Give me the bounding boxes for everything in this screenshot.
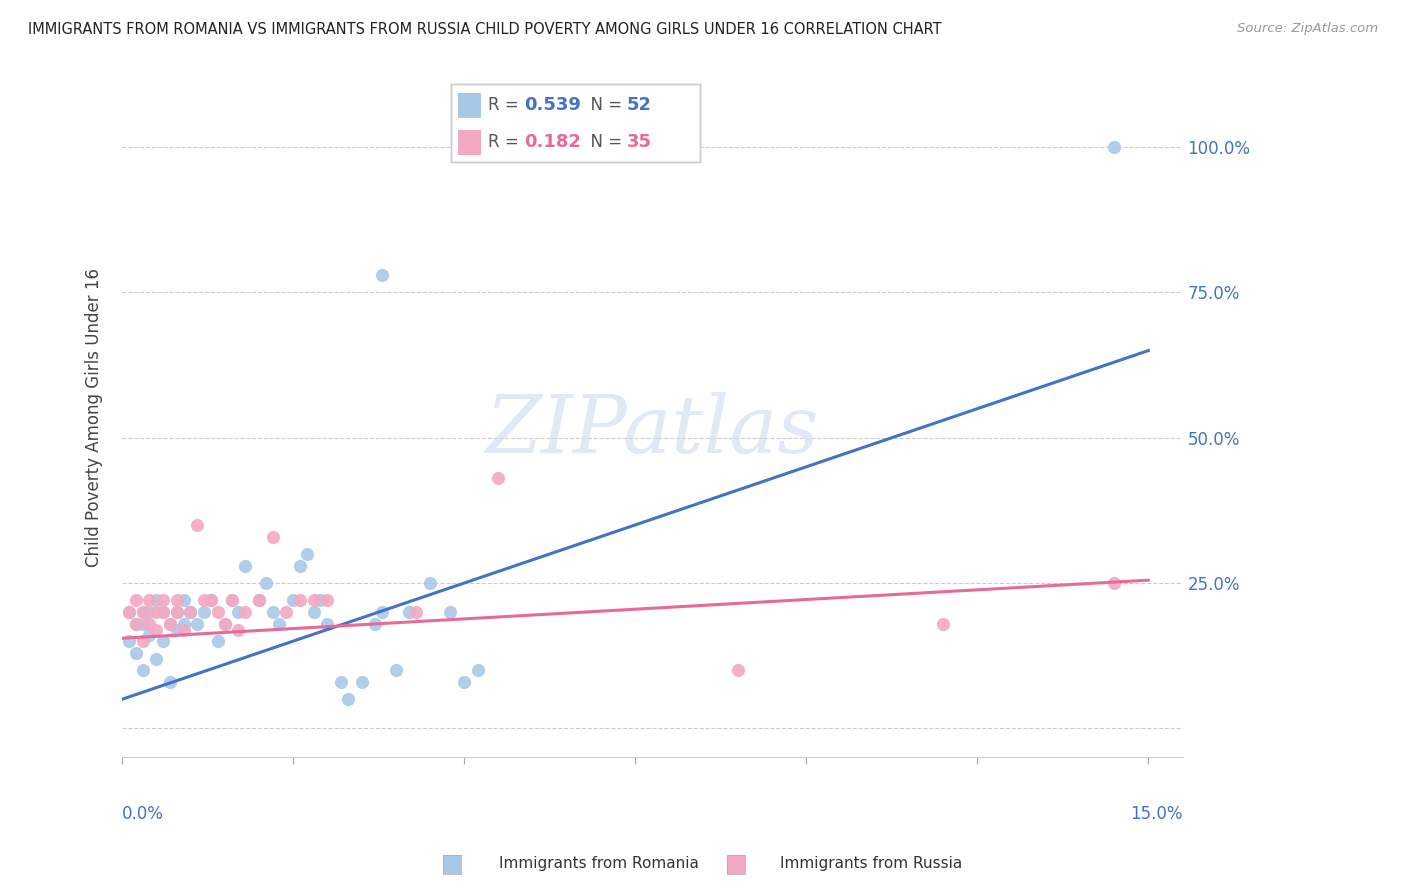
Text: 0.0%: 0.0% [122, 805, 165, 823]
Text: IMMIGRANTS FROM ROMANIA VS IMMIGRANTS FROM RUSSIA CHILD POVERTY AMONG GIRLS UNDE: IMMIGRANTS FROM ROMANIA VS IMMIGRANTS FR… [28, 22, 942, 37]
Point [371, 268, 394, 282]
Point [302, 593, 325, 607]
Text: Immigrants from Romania: Immigrants from Romania [499, 856, 699, 871]
Point [1102, 140, 1125, 154]
Text: 15.0%: 15.0% [1130, 805, 1182, 823]
Point [152, 605, 174, 619]
Point [186, 517, 208, 532]
Point [173, 616, 195, 631]
Point [145, 651, 167, 665]
Point [288, 593, 311, 607]
Point [166, 605, 188, 619]
Point [233, 558, 256, 573]
Point [159, 674, 181, 689]
Point [159, 616, 181, 631]
Point [221, 593, 243, 607]
Point [138, 616, 160, 631]
Point [350, 674, 373, 689]
Point [166, 623, 188, 637]
Point [371, 605, 394, 619]
Point [254, 576, 277, 591]
Point [269, 616, 291, 631]
Point [118, 605, 141, 619]
Point [214, 616, 236, 631]
Point [125, 616, 148, 631]
Point [221, 593, 243, 607]
Point [193, 593, 215, 607]
Point [152, 593, 174, 607]
Point [166, 605, 188, 619]
Point [131, 616, 153, 631]
Point [145, 623, 167, 637]
Point [1102, 576, 1125, 591]
Point [179, 605, 201, 619]
Point [247, 593, 270, 607]
Point [316, 593, 339, 607]
Y-axis label: Child Poverty Among Girls Under 16: Child Poverty Among Girls Under 16 [86, 268, 103, 567]
Point [295, 547, 318, 561]
Point [932, 616, 955, 631]
Point [131, 663, 153, 677]
Point [118, 634, 141, 648]
Point [228, 605, 250, 619]
Point [228, 623, 250, 637]
Point [262, 530, 284, 544]
Point [138, 593, 160, 607]
Point [179, 605, 201, 619]
Point [200, 593, 222, 607]
Point [276, 605, 298, 619]
Point [214, 616, 236, 631]
Point [166, 593, 188, 607]
Point [173, 593, 195, 607]
Point [138, 628, 160, 642]
Point [453, 674, 475, 689]
Point [405, 605, 427, 619]
Point [200, 593, 222, 607]
Text: ZIPatlas: ZIPatlas [485, 392, 820, 470]
Point [247, 593, 270, 607]
Point [439, 605, 461, 619]
Point [316, 616, 339, 631]
Point [118, 605, 141, 619]
Point [125, 646, 148, 660]
Point [159, 616, 181, 631]
Point [364, 616, 387, 631]
Point [384, 663, 406, 677]
Point [138, 605, 160, 619]
Point [281, 593, 304, 607]
Text: Source: ZipAtlas.com: Source: ZipAtlas.com [1237, 22, 1378, 36]
Point [288, 558, 311, 573]
Text: Immigrants from Russia: Immigrants from Russia [780, 856, 963, 871]
Point [152, 634, 174, 648]
Point [193, 605, 215, 619]
Point [173, 623, 195, 637]
Point [398, 605, 420, 619]
Point [727, 663, 749, 677]
Point [302, 605, 325, 619]
Point [419, 576, 441, 591]
Point [145, 605, 167, 619]
Point [207, 634, 229, 648]
Point [186, 616, 208, 631]
Point [131, 605, 153, 619]
Point [336, 692, 359, 706]
Point [467, 663, 489, 677]
Point [125, 616, 148, 631]
Point [152, 605, 174, 619]
Point [207, 605, 229, 619]
Point [262, 605, 284, 619]
Point [131, 605, 153, 619]
Point [131, 634, 153, 648]
Point [486, 471, 509, 485]
Point [179, 605, 201, 619]
Point [309, 593, 332, 607]
Point [330, 674, 353, 689]
Point [125, 593, 148, 607]
Point [145, 593, 167, 607]
Point [233, 605, 256, 619]
